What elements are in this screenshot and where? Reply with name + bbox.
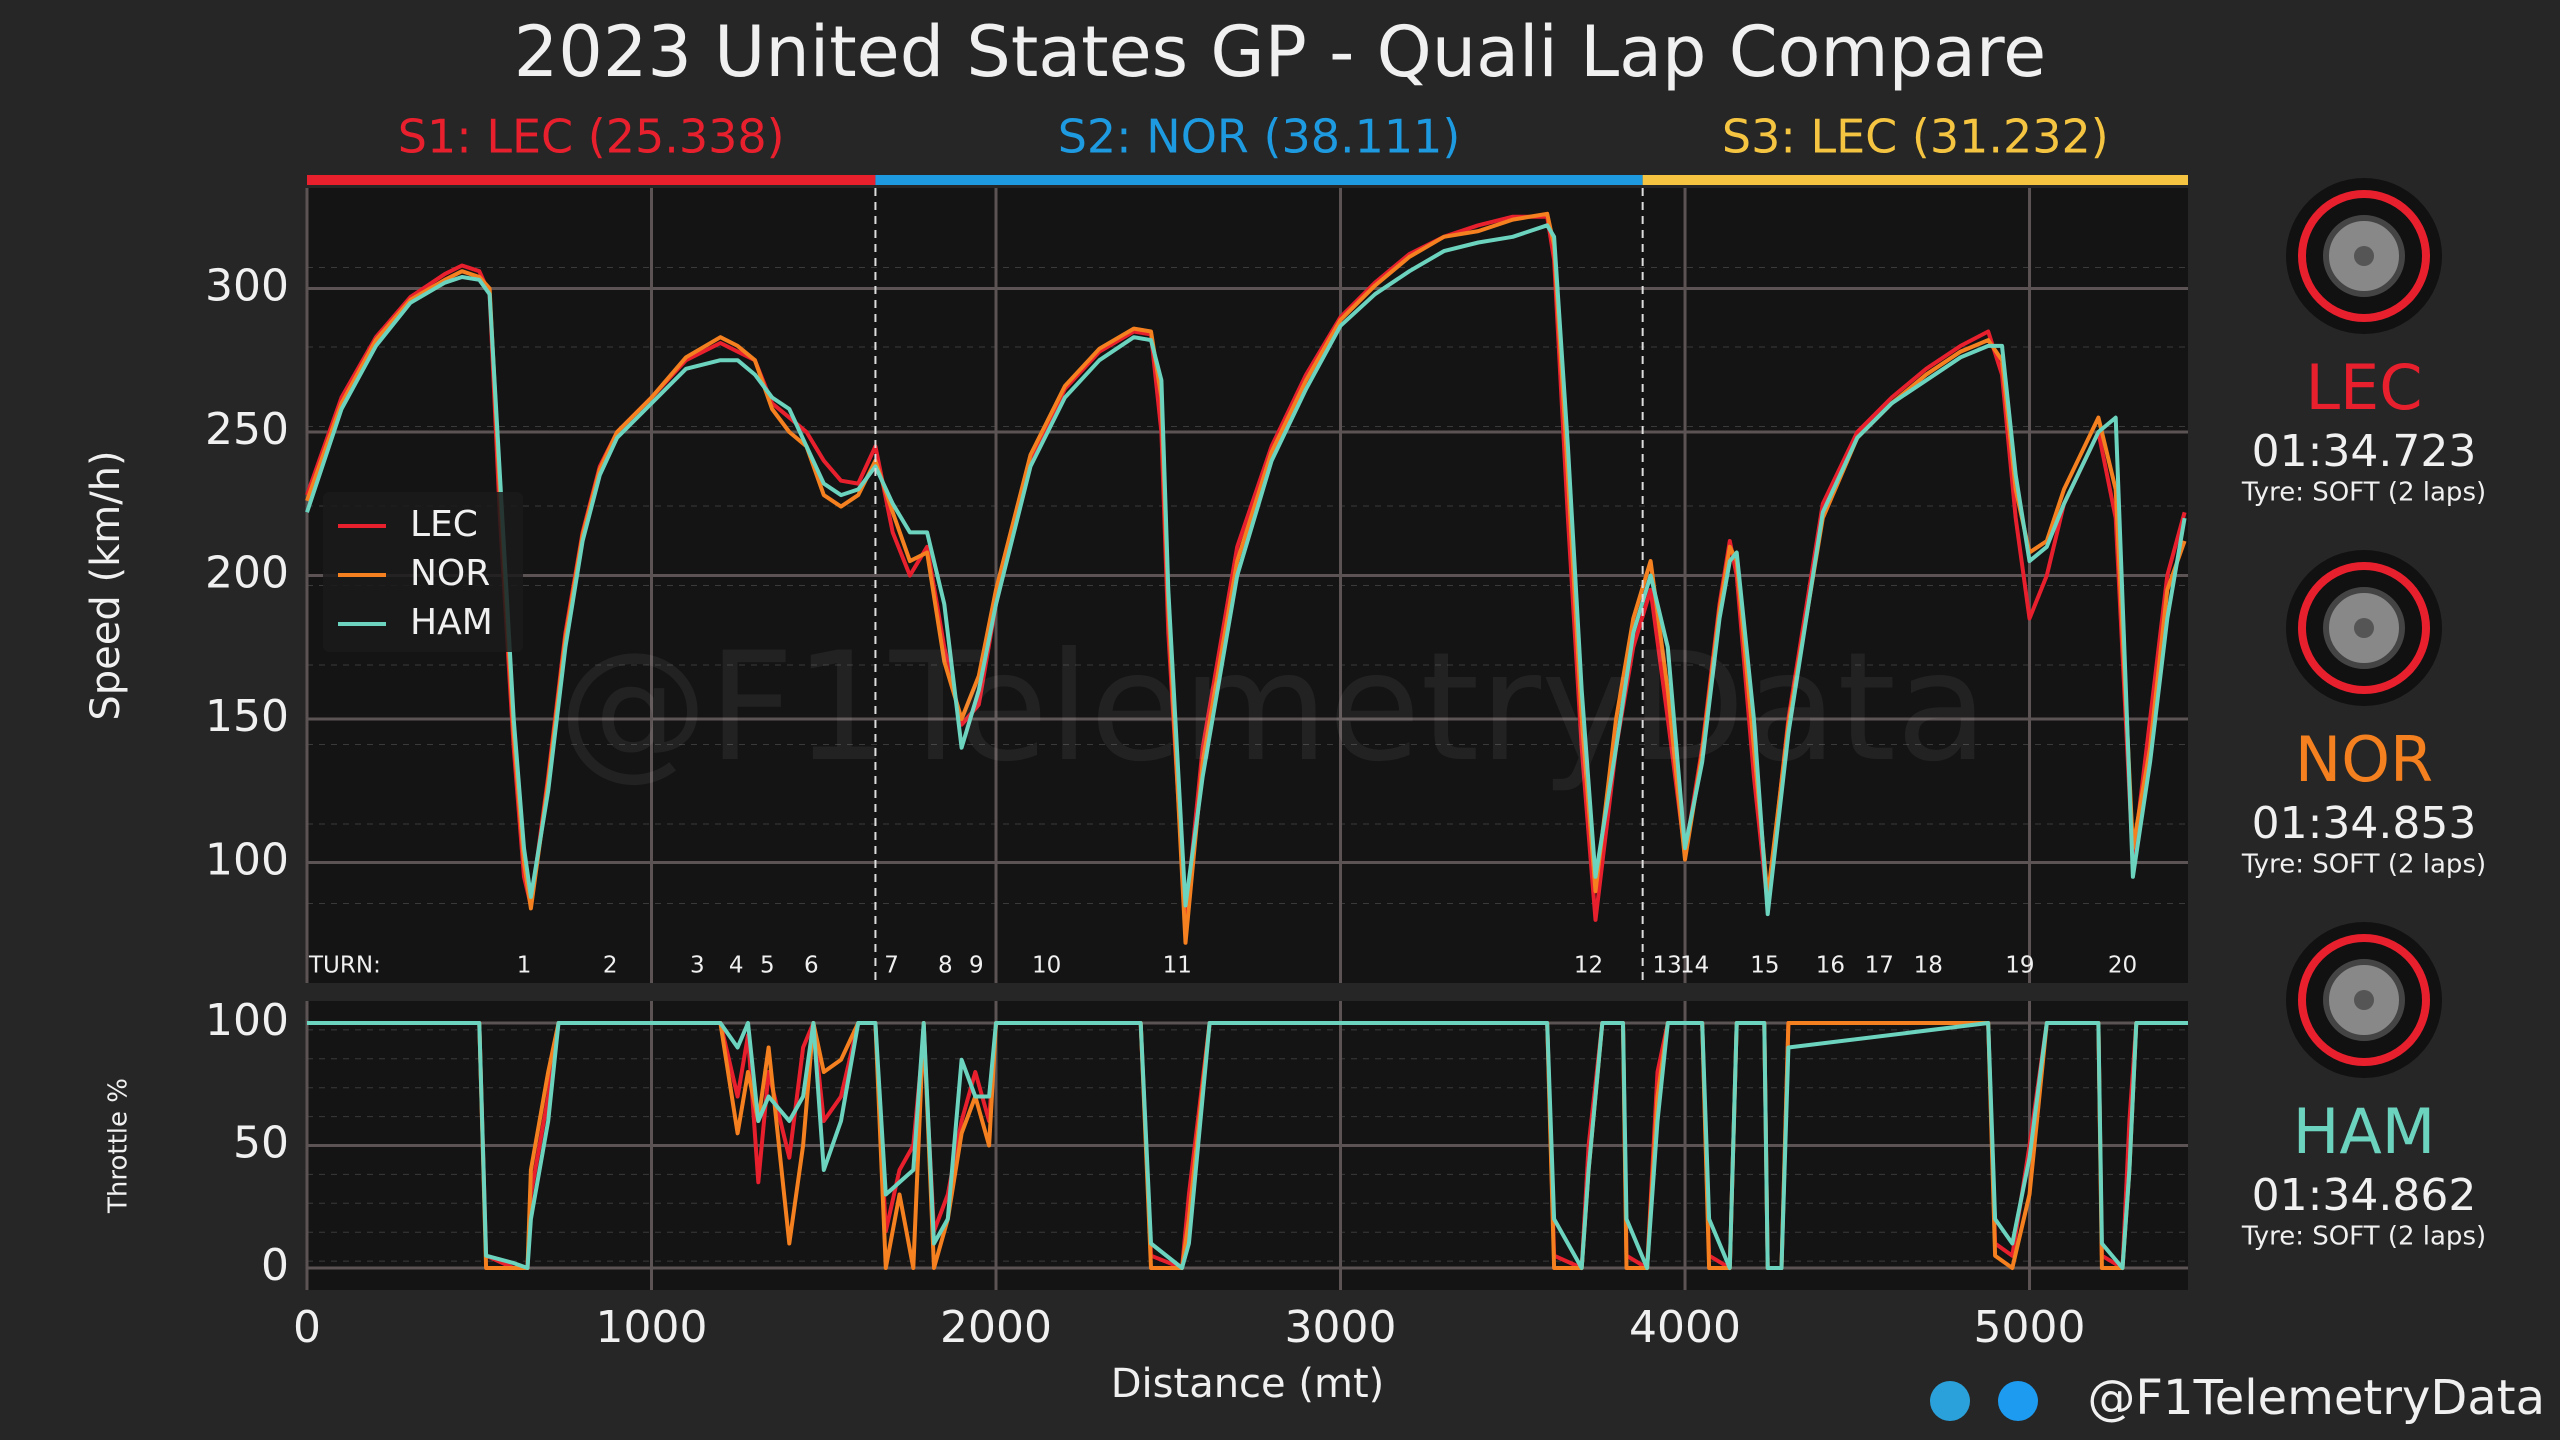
x-tick-label: 5000	[1974, 1302, 2086, 1353]
legend-label: LEC	[410, 504, 478, 545]
line-series	[307, 1021, 2188, 1270]
y-tick-label: 200	[205, 547, 289, 598]
x-tick-label: 1000	[596, 1302, 708, 1353]
turn-label: 14	[1680, 953, 1709, 979]
tyre-hub	[2354, 990, 2374, 1010]
turn-label: 15	[1750, 953, 1779, 979]
legend-box	[323, 492, 523, 652]
turn-label: 2	[603, 953, 618, 979]
turn-label: 17	[1865, 953, 1894, 979]
tyre-hub	[2354, 246, 2374, 266]
tyre-info: Tyre: SOFT (2 laps)	[2241, 850, 2486, 880]
turn-label: 8	[938, 953, 953, 979]
tyre-hub	[2354, 618, 2374, 638]
handle: @F1TelemetryData	[2087, 1370, 2545, 1426]
sector-bar	[1642, 175, 2188, 185]
turn-label: 7	[884, 953, 899, 979]
lap-time: 01:34.723	[2252, 426, 2477, 477]
x-tick-label: 2000	[940, 1302, 1052, 1353]
driver-name: HAM	[2293, 1095, 2436, 1168]
turn-label: 11	[1163, 953, 1192, 979]
turn-label: 3	[690, 953, 705, 979]
sector-label: S2: NOR (38.111)	[1058, 110, 1461, 164]
line-series	[307, 1021, 2188, 1270]
x-axis-label: Distance (mt)	[1111, 1361, 1384, 1407]
sector-label: S3: LEC (31.232)	[1722, 110, 2109, 164]
turn-label: 10	[1032, 953, 1061, 979]
driver-name: LEC	[2305, 351, 2422, 424]
turn-label: 19	[2005, 953, 2034, 979]
line-series	[305, 223, 2187, 917]
x-tick-label: 3000	[1285, 1302, 1397, 1353]
watermark: @F1TelemetryData	[558, 621, 1988, 795]
y-tick-label: 300	[205, 260, 289, 311]
tyre-band	[2298, 934, 2430, 1066]
y-axis-label: Throttle %	[104, 1078, 134, 1214]
tyre-info: Tyre: SOFT (2 laps)	[2241, 1222, 2486, 1252]
lap-time: 01:34.862	[2252, 1170, 2477, 1221]
sector-bar	[307, 175, 876, 185]
x-tick-label: 4000	[1629, 1302, 1741, 1353]
y-tick-label: 150	[205, 691, 289, 742]
turn-label: 20	[2108, 953, 2137, 979]
turn-label: 13	[1652, 953, 1681, 979]
y-tick-label: 250	[205, 404, 289, 455]
turn-label: 5	[760, 953, 775, 979]
sector-label: S1: LEC (25.338)	[398, 110, 785, 164]
telegram-icon	[1930, 1381, 1970, 1421]
sector-bar	[875, 175, 1643, 185]
y-tick-label: 100	[205, 834, 289, 885]
tyre-band	[2298, 562, 2430, 694]
chart-title: 2023 United States GP - Quali Lap Compar…	[514, 11, 2046, 93]
turn-label: 6	[804, 953, 819, 979]
turn-label: 9	[969, 953, 984, 979]
turn-label: 12	[1574, 953, 1603, 979]
x-tick-label: 0	[293, 1302, 321, 1353]
turn-label: 16	[1816, 953, 1845, 979]
lap-time: 01:34.853	[2252, 798, 2477, 849]
y-tick-label: 0	[261, 1240, 289, 1291]
y-axis-label: Speed (km/h)	[83, 450, 129, 720]
twitter-icon	[1998, 1381, 2038, 1421]
legend-label: NOR	[410, 553, 490, 594]
turn-label: 1	[517, 953, 532, 979]
y-tick-label: 50	[233, 1118, 289, 1169]
y-tick-label: 100	[205, 995, 289, 1046]
tyre-info: Tyre: SOFT (2 laps)	[2241, 478, 2486, 508]
turn-label: 4	[729, 953, 744, 979]
turn-heading: TURN:	[308, 953, 381, 979]
turn-label: 18	[1914, 953, 1943, 979]
driver-name: NOR	[2295, 723, 2433, 796]
tyre-band	[2298, 190, 2430, 322]
legend-label: HAM	[410, 602, 493, 643]
